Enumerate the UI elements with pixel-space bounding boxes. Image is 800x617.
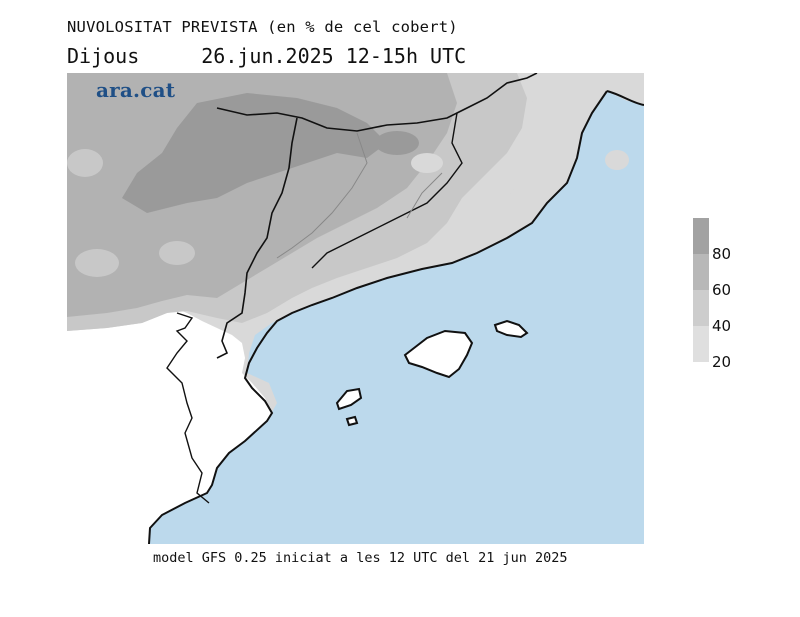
legend-swatch-100: [693, 218, 709, 254]
coastline: [148, 90, 644, 544]
cloud-cover-map: [67, 73, 644, 544]
border-province: [276, 132, 443, 259]
menorca: [493, 319, 529, 339]
legend-label-60: 60: [712, 281, 732, 299]
forecast-date: Dijous 26.jun.2025 12-15h UTC: [67, 44, 466, 68]
model-info: model GFS 0.25 iniciat a les 12 UTC del …: [153, 550, 568, 566]
sea-cloud: [272, 73, 644, 318]
brand-logo[interactable]: ara.cat: [96, 78, 176, 102]
cloud-darkest: [122, 93, 387, 213]
legend-label-40: 40: [712, 317, 732, 335]
mallorca: [403, 329, 474, 379]
border-aragon: [311, 112, 463, 269]
sea-cloud-patch: [605, 150, 629, 170]
color-legend: [693, 218, 709, 362]
border-france: [216, 73, 538, 132]
legend-label-20: 20: [712, 353, 732, 371]
sea-area: [149, 91, 644, 544]
formentera: [345, 415, 359, 427]
cloud-darkest-patch: [375, 131, 419, 155]
legend-swatch-60: [693, 290, 709, 326]
legend-swatch-80: [693, 254, 709, 290]
forecast-day: Dijous: [67, 44, 140, 68]
border-valencia: [166, 312, 210, 504]
ibiza: [335, 387, 363, 411]
legend-label-80: 80: [712, 245, 732, 263]
map-title: NUVOLOSITAT PREVISTA (en % de cel cobert…: [67, 18, 458, 36]
legend-swatch-40: [693, 326, 709, 362]
forecast-time: 26.jun.2025 12-15h UTC: [201, 44, 467, 68]
border-catalonia: [216, 117, 298, 359]
